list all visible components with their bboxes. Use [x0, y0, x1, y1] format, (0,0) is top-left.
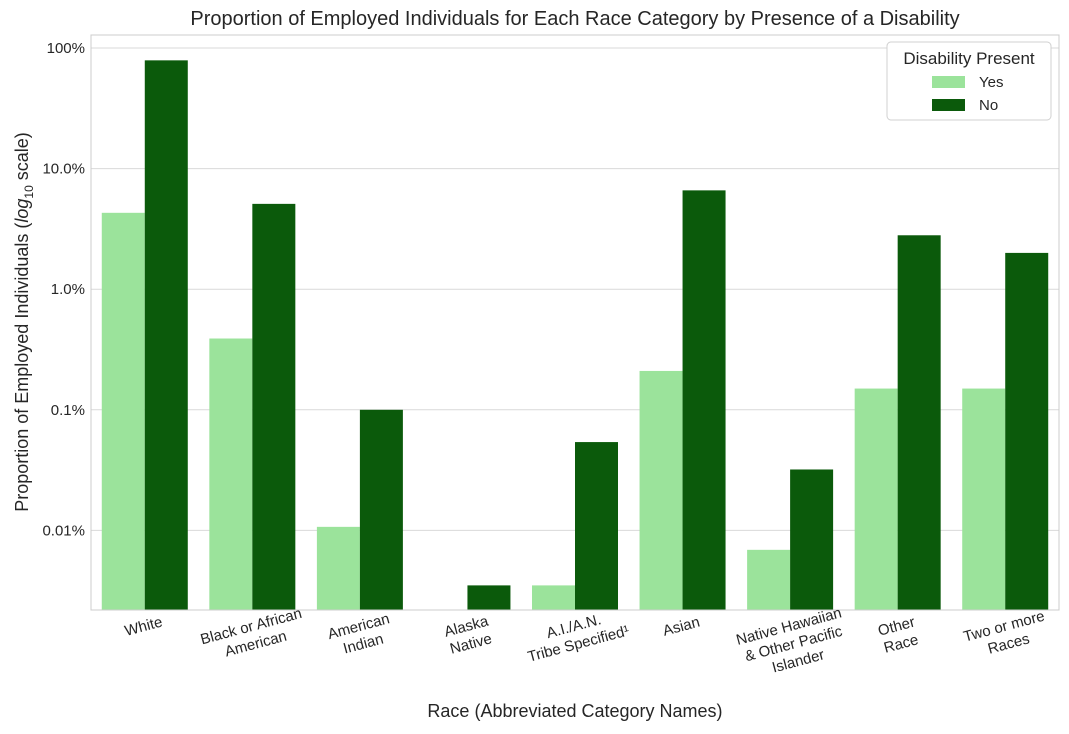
bar-no — [575, 442, 618, 610]
y-axis-label-suffix: scale) — [12, 132, 32, 185]
y-tick-label: 0.1% — [51, 402, 85, 419]
y-axis-label-prefix: Proportion of Employed Individuals ( — [12, 223, 32, 512]
bar-no — [252, 203, 296, 610]
bar-no — [359, 409, 403, 610]
x-tick-label: OtherRace — [876, 614, 921, 658]
x-tick-label: White — [123, 613, 164, 639]
bar-no — [467, 585, 511, 610]
legend-title: Disability Present — [903, 49, 1035, 68]
y-axis-label-base: 10 — [22, 185, 36, 199]
x-axis-label: Race (Abbreviated Category Names) — [427, 701, 722, 721]
bar-yes — [316, 526, 360, 610]
plot-frame — [90, 34, 1060, 611]
bar-no — [144, 60, 188, 610]
y-axis-label: Proportion of Employed Individuals (log1… — [12, 132, 36, 512]
legend-swatch-yes — [932, 76, 965, 88]
bar-yes — [747, 549, 791, 610]
x-tick-label: AlaskaNative — [442, 612, 495, 658]
x-tick-labels: White Black or AfricanAmerican AmericanInd… — [123, 604, 1052, 683]
chart-title: Proportion of Employed Individuals for E… — [190, 8, 959, 30]
bars — [101, 60, 1049, 610]
y-tick-labels: 100% 10.0% 1.0% 0.1% 0.01% — [42, 40, 85, 539]
x-tick-label: Black or AfricanAmerican — [199, 605, 309, 666]
bar-no — [1005, 252, 1049, 610]
bar-yes — [532, 585, 575, 610]
x-tick-label: Two or moreRaces — [962, 608, 1052, 663]
y-tick-label: 0.01% — [42, 522, 85, 539]
legend-label-no: No — [979, 97, 998, 114]
bar-yes — [639, 370, 683, 610]
y-tick-label: 10.0% — [42, 161, 85, 178]
x-tick-label: Asian — [661, 614, 702, 640]
y-axis-label-log: log — [12, 199, 32, 223]
bar-no — [897, 235, 941, 610]
legend: Disability Present Yes No — [886, 41, 1052, 121]
bar-yes — [962, 388, 1006, 610]
x-tick-label: AmericanIndian — [326, 610, 396, 660]
x-tick-label: Native Hawaiian& Other PacificIslander — [734, 604, 852, 683]
y-tick-label: 1.0% — [51, 281, 85, 298]
x-tick-label: A.I./A.N.Tribe Specified¹ — [521, 605, 631, 666]
bar-yes — [854, 388, 898, 610]
legend-swatch-no — [932, 99, 965, 111]
y-tick-label: 100% — [47, 40, 85, 57]
bar-no — [682, 190, 726, 610]
bar-yes — [209, 338, 253, 610]
bar-yes — [101, 212, 145, 610]
legend-label-yes: Yes — [979, 74, 1003, 91]
bar-no — [790, 469, 834, 610]
legend-box — [886, 41, 1052, 121]
